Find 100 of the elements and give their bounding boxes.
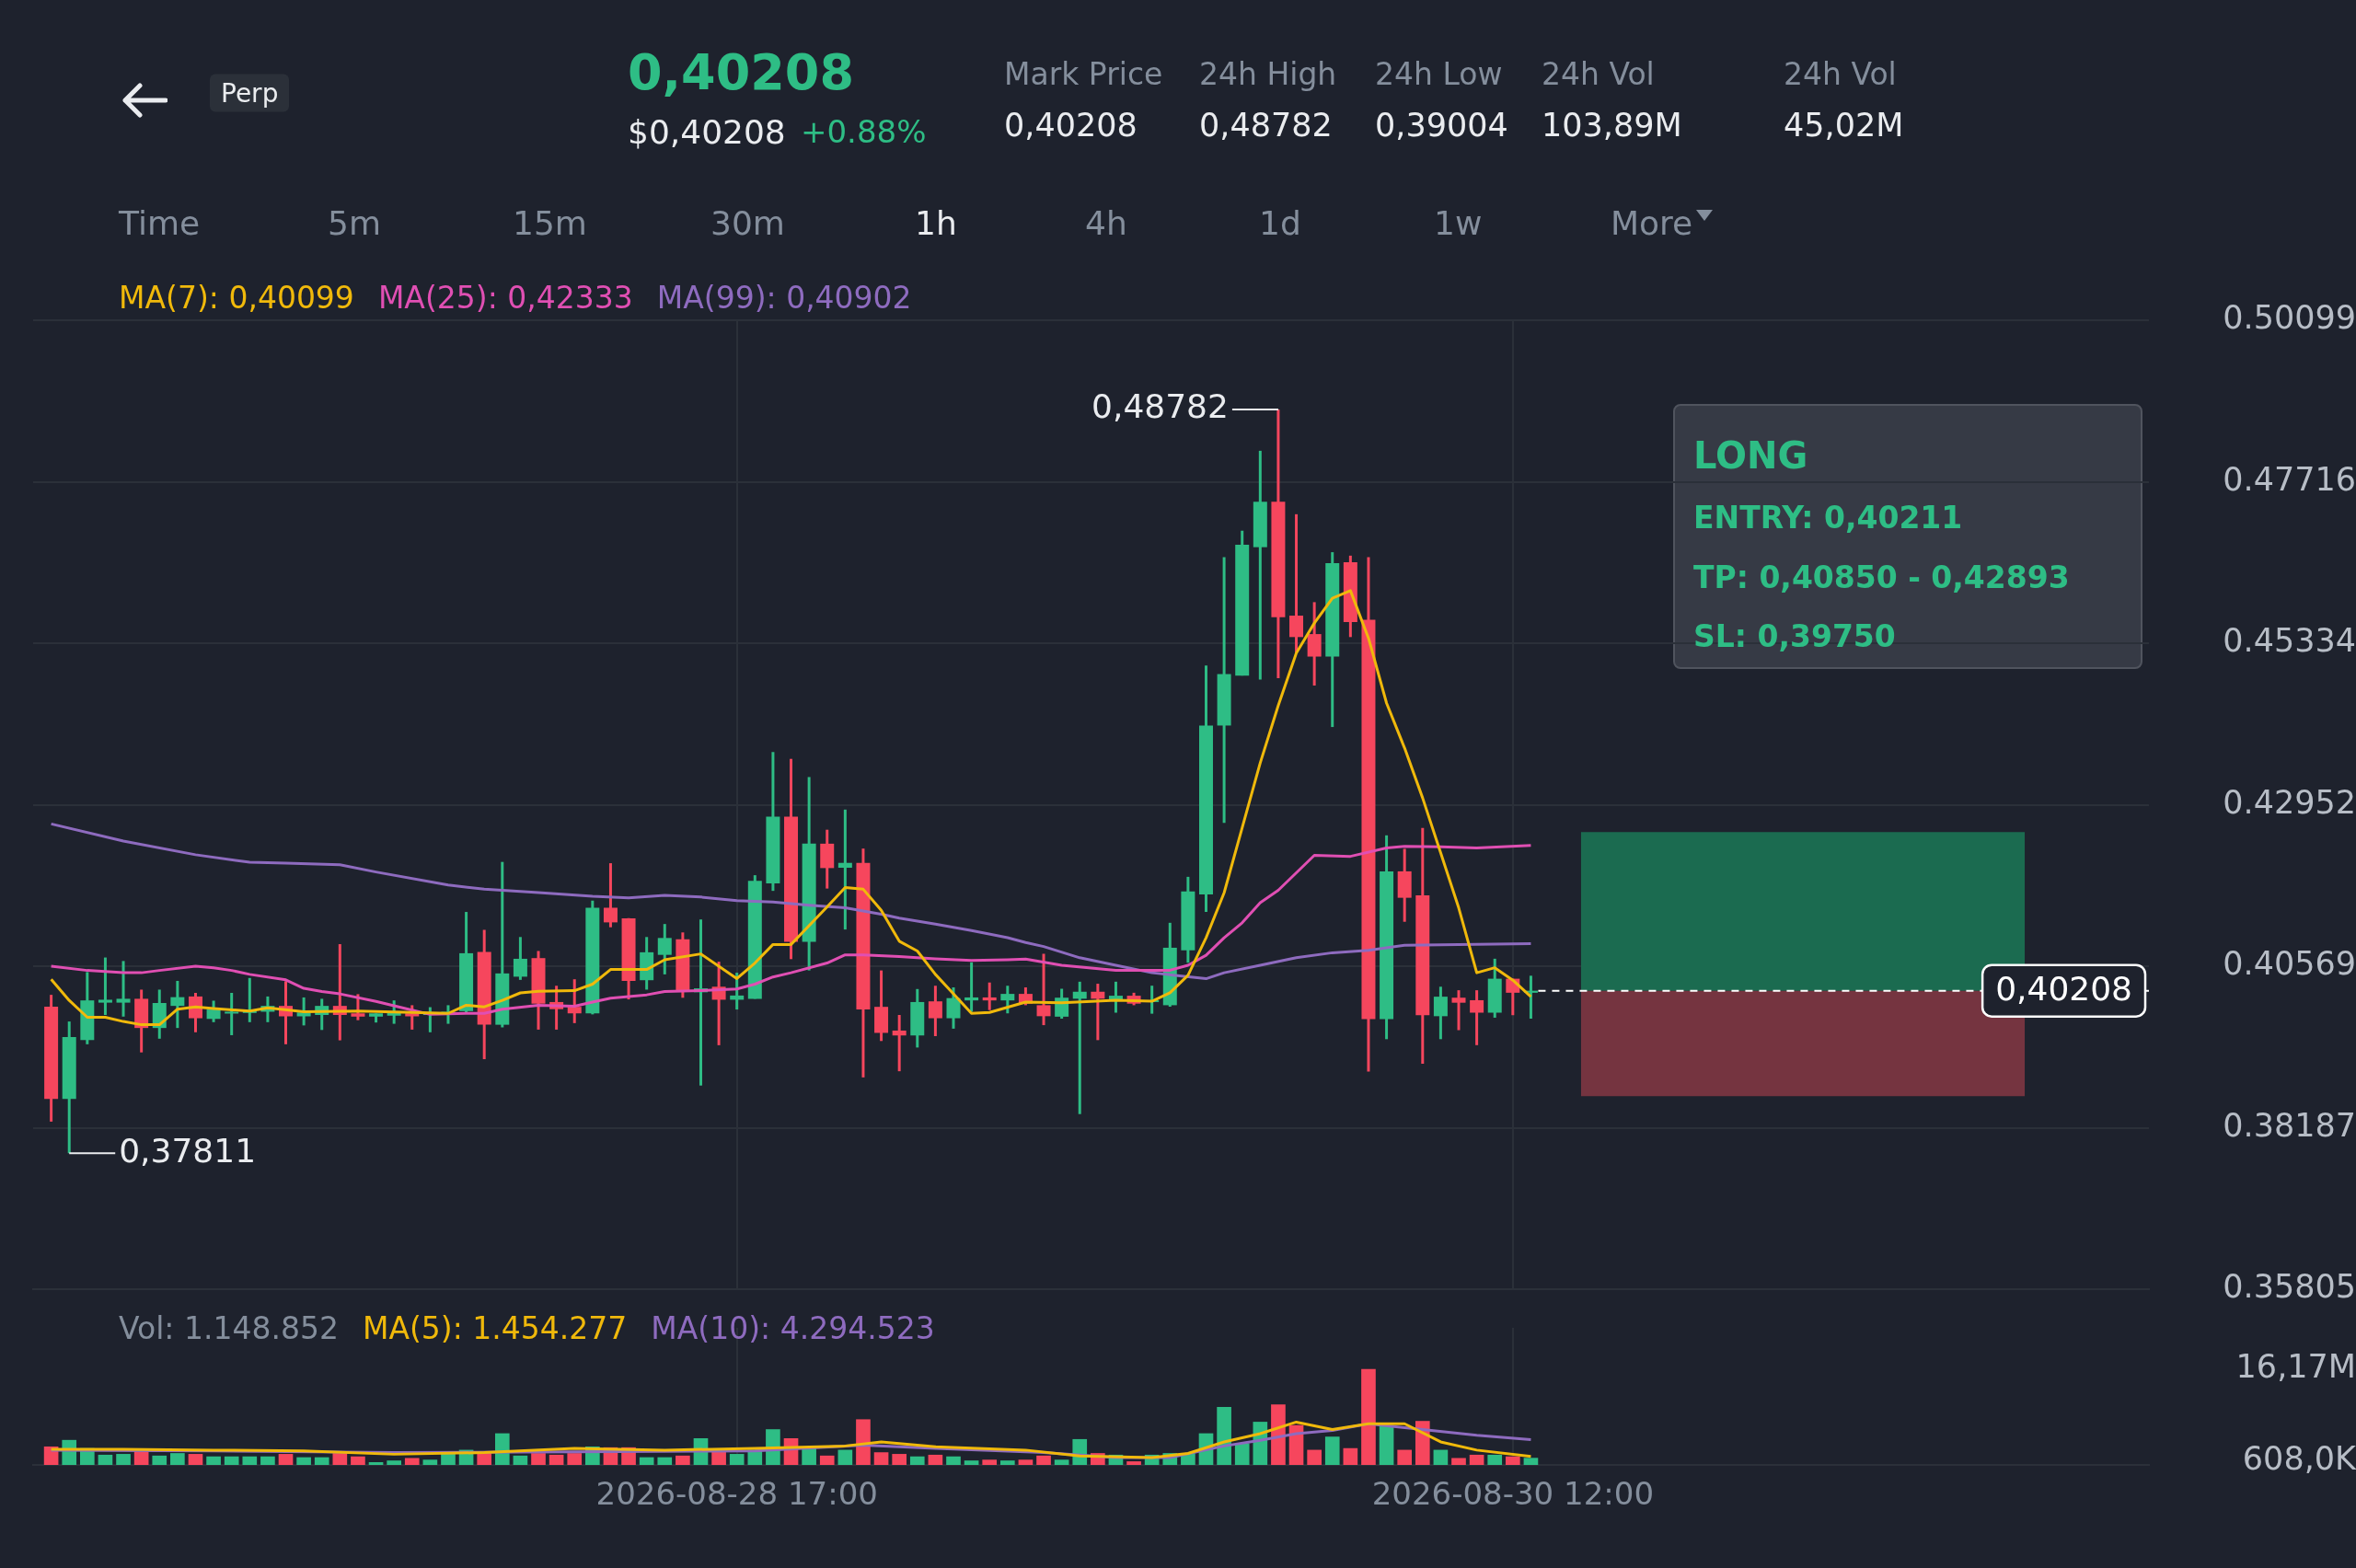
x-tick-label: 2026-08-28 17:00 (595, 1475, 878, 1513)
bar (98, 1454, 113, 1465)
candlestick (1000, 986, 1015, 1014)
bar (1451, 1458, 1466, 1465)
candlestick (116, 961, 131, 1017)
text: Mark Price (1004, 55, 1163, 92)
bar (729, 1454, 745, 1465)
bar (206, 1456, 221, 1465)
bar (856, 1419, 871, 1465)
text: 24h Low (1375, 55, 1503, 92)
y-tick-label: 16,17M (2235, 1348, 2356, 1386)
candlestick (170, 980, 185, 1030)
bar (314, 1457, 329, 1465)
text: MA(5): 1.454.277 (362, 1309, 628, 1346)
text: More (1611, 203, 1693, 242)
text: 0,39004 (1375, 107, 1508, 144)
text: 5m (328, 203, 381, 242)
y-tick-label: 0.47716 (2223, 460, 2356, 498)
text: Time (119, 203, 201, 242)
bar (982, 1459, 998, 1465)
candlestick (928, 986, 942, 1036)
text: MA(25): 0,42333 (377, 279, 633, 316)
bar (657, 1457, 673, 1465)
bar (1271, 1404, 1286, 1465)
text: 30m (710, 203, 785, 242)
bar (549, 1454, 564, 1465)
y-tick-label: 0.35805 (2223, 1268, 2356, 1306)
text: +0.88% (801, 113, 927, 150)
bar (387, 1460, 401, 1465)
bar (676, 1455, 690, 1465)
bar (1379, 1424, 1394, 1465)
bar (567, 1453, 583, 1465)
bar (332, 1453, 348, 1465)
bar (964, 1460, 979, 1465)
candlestick (603, 863, 618, 928)
bar (422, 1459, 438, 1465)
bar (531, 1453, 546, 1465)
y-tick-label: 0.50099 (2223, 299, 2356, 337)
bar (837, 1449, 853, 1465)
bar (1487, 1454, 1503, 1465)
candlestick (1470, 990, 1484, 1045)
bar (819, 1455, 835, 1465)
y-tick-label: 0.45334 (2223, 622, 2356, 660)
annotation: ENTRY: 0,40211 (1693, 499, 1963, 536)
candlestick (982, 982, 997, 1010)
bar (278, 1454, 294, 1465)
bar (351, 1456, 365, 1465)
text: Perp (210, 74, 290, 112)
bar (404, 1458, 420, 1465)
bar (1433, 1449, 1449, 1465)
candlestick (1036, 953, 1051, 1027)
text: 0,40208 (1004, 107, 1138, 144)
y-tick-label: 0.40569 (2223, 945, 2356, 983)
candlestick (892, 1015, 907, 1073)
bar (188, 1454, 203, 1465)
y-tick-label: 0.38187 (2223, 1106, 2356, 1144)
candlestick (98, 957, 112, 1016)
text: 45,02M (1784, 107, 1904, 144)
bar (1397, 1449, 1413, 1465)
text: $0,40208 (628, 112, 786, 151)
bar (1523, 1458, 1539, 1465)
bar (1324, 1436, 1340, 1465)
bar (892, 1454, 907, 1465)
annotation: 0,37811 (119, 1131, 257, 1170)
candlestick (1451, 990, 1466, 1031)
bar (224, 1456, 239, 1465)
annotation: Vol: 1.148.852 (119, 1309, 339, 1346)
bar (1036, 1455, 1051, 1465)
bar (1343, 1447, 1358, 1465)
text: 1w (1434, 203, 1483, 242)
candlestick (964, 961, 979, 1012)
candlestick (1091, 984, 1105, 1041)
text: 103,89M (1542, 107, 1682, 144)
text: 24h Vol (1542, 55, 1655, 92)
text: 15m (513, 203, 587, 242)
annotation: 0,48782 (1091, 387, 1229, 426)
text: 1d (1259, 203, 1301, 242)
text: MA(10): 4.294.523 (651, 1309, 935, 1346)
bar (116, 1454, 131, 1465)
bar (513, 1455, 528, 1465)
bar (1126, 1461, 1141, 1465)
text: MA(99): 0,40902 (656, 279, 912, 316)
text: 0,40208 (628, 42, 854, 101)
bar (1307, 1449, 1322, 1465)
bar (1361, 1368, 1376, 1465)
bar (946, 1456, 961, 1465)
bar (873, 1452, 889, 1465)
text: 4h (1085, 203, 1127, 242)
bar (1234, 1443, 1250, 1465)
candlestick (657, 924, 672, 974)
candlestick (225, 993, 239, 1035)
bar (1506, 1456, 1520, 1465)
bar (909, 1456, 925, 1465)
candlestick (206, 1000, 221, 1022)
candlestick (1072, 980, 1087, 1114)
bar (368, 1461, 384, 1465)
bar (1054, 1459, 1069, 1465)
bar (928, 1454, 943, 1465)
text: MA(7): 0,40099 (119, 279, 354, 316)
candlestick (1433, 986, 1448, 1040)
